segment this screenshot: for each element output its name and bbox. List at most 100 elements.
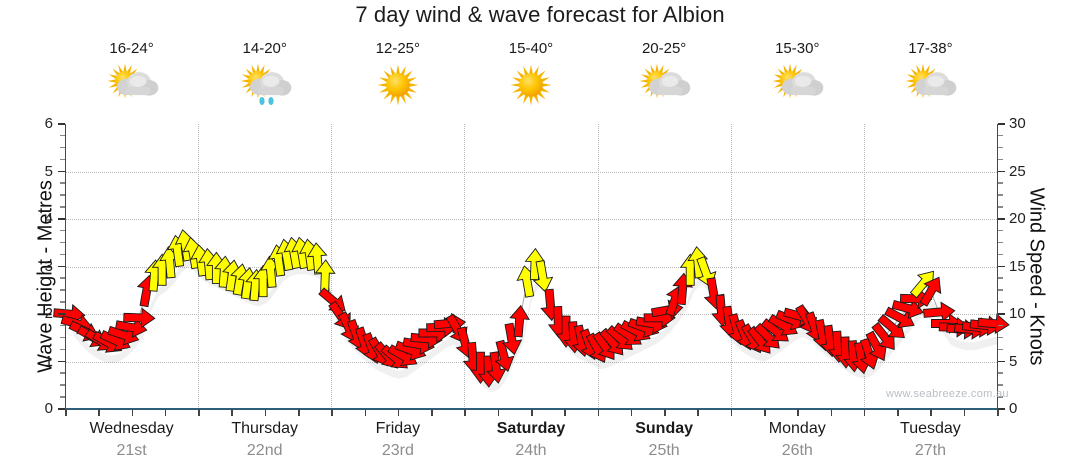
wind-arrow — [891, 298, 924, 319]
wind-arrow-glyph — [835, 336, 856, 369]
right-axis-label-5: 25 — [1009, 162, 1026, 180]
wind-arrow-glyph — [92, 330, 123, 353]
day-temperature-range: 20-25° — [641, 40, 687, 57]
bottom-axis-tick — [730, 409, 733, 416]
wind-arrow-glyph — [252, 264, 274, 298]
right-axis-tick-minor — [998, 348, 1003, 351]
wind-arrow — [222, 259, 243, 292]
wind-arrow-glyph — [182, 236, 203, 270]
day-name: Saturday — [496, 420, 566, 437]
wind-arrow — [84, 328, 115, 351]
wind-arrow — [931, 313, 964, 334]
right-axis-tick-minor — [998, 289, 1003, 291]
right-axis-tick-minor — [998, 384, 1003, 386]
day-date: 24th — [515, 442, 547, 459]
wind-arrow-glyph — [919, 276, 942, 307]
wind-arrow — [909, 270, 934, 299]
wind-arrow-glyph — [76, 325, 107, 348]
wind-arrow-glyph — [306, 242, 328, 275]
left-axis-tick-major — [58, 123, 65, 125]
wind-arrow-glyph — [346, 318, 367, 351]
wind-arrow-glyph — [703, 277, 725, 310]
wind-arrow-glyph — [734, 318, 756, 351]
wind-arrow-glyph — [373, 341, 399, 369]
wind-arrow — [843, 340, 864, 373]
wind-arrow-glyph — [696, 256, 717, 288]
wind-arrow-glyph — [627, 317, 660, 338]
bottom-axis-tick — [231, 409, 233, 416]
wind-arrow — [151, 253, 173, 286]
right-axis-label-2: 10 — [1009, 305, 1026, 322]
wind-arrow-glyph — [509, 304, 530, 338]
wind-arrow-glyph — [592, 331, 615, 361]
left-axis-tick-minor — [60, 158, 65, 161]
wind-arrow-glyph — [672, 272, 694, 306]
right-axis-line — [997, 124, 998, 409]
day-header-friday: 12-25° — [331, 40, 464, 107]
wind-arrow-glyph — [812, 318, 833, 352]
wind-arrow — [703, 277, 725, 310]
wind-arrow-glyph — [760, 318, 789, 342]
wind-arrow — [373, 341, 399, 369]
wind-arrow-glyph — [747, 325, 771, 354]
wind-arrow — [136, 274, 158, 308]
wind-arrow-glyph — [470, 351, 491, 384]
wind-arrow — [190, 244, 211, 277]
left-axis-label-5: 5 — [44, 162, 53, 180]
bottom-axis-tick — [397, 409, 400, 416]
day-header-monday: 15-30° — [731, 40, 864, 107]
wind-arrow-glyph — [174, 229, 196, 262]
gridline-horizontal — [65, 314, 997, 315]
wind-arrow — [605, 325, 633, 350]
wind-arrow — [260, 255, 281, 288]
bottom-axis-tick — [331, 409, 333, 416]
wind-arrow — [470, 351, 491, 384]
wind-arrow — [827, 330, 849, 364]
gridline-vertical — [730, 124, 732, 409]
right-axis-tick-minor — [998, 194, 1003, 196]
day-footer-monday: Monday 26th — [731, 418, 864, 462]
wind-arrow-glyph — [547, 306, 569, 339]
left-axis-label-1: 1 — [44, 352, 53, 370]
wind-arrow-glyph — [354, 326, 375, 359]
wind-arrow — [877, 313, 905, 339]
left-axis-tick-major — [58, 408, 65, 410]
wind-arrow-glyph — [827, 330, 849, 364]
wind-arrow-glyph — [337, 311, 359, 343]
wind-arrow — [354, 326, 375, 359]
wind-arrow-glyph — [605, 325, 633, 350]
gridline-horizontal — [65, 219, 997, 220]
wind-arrow — [805, 311, 826, 344]
wind-arrow — [650, 299, 684, 320]
wind-arrow — [252, 264, 274, 298]
bottom-axis-tick — [131, 409, 134, 416]
wind-arrow-glyph — [68, 320, 100, 342]
wind-arrow-glyph — [190, 244, 211, 277]
wind-arrow-glyph — [494, 339, 515, 372]
bottom-axis-tick — [764, 409, 766, 416]
right-axis-tick-major — [998, 360, 1005, 362]
bottom-axis-tick — [464, 409, 466, 416]
wind-speed-spine — [68, 244, 994, 372]
right-axis-tick-minor — [998, 396, 1003, 398]
day-date: 21st — [116, 442, 147, 459]
wind-arrow-glyph — [267, 244, 289, 277]
wind-arrow-glyph — [283, 236, 304, 270]
wind-arrow-glyph — [486, 351, 507, 384]
wind-arrow — [394, 340, 427, 361]
sunny-icon — [501, 61, 561, 107]
day-header-wednesday: 16-24° — [65, 40, 198, 107]
wind-arrow — [380, 344, 408, 369]
wind-arrow — [509, 304, 530, 338]
wind-arrow-glyph — [198, 247, 219, 281]
bottom-axis-tick — [863, 409, 866, 416]
day-footer-saturday: Saturday 24th — [464, 418, 597, 462]
left-axis-tick-major — [58, 360, 65, 362]
wind-arrow-glyph — [795, 304, 817, 335]
wind-arrow-glyph — [599, 327, 624, 356]
wind-arrow — [478, 355, 499, 388]
gridline-vertical — [198, 124, 200, 409]
gridline-horizontal — [65, 266, 997, 268]
partly-cloudy-icon — [900, 61, 960, 107]
wind-arrow — [337, 311, 359, 343]
